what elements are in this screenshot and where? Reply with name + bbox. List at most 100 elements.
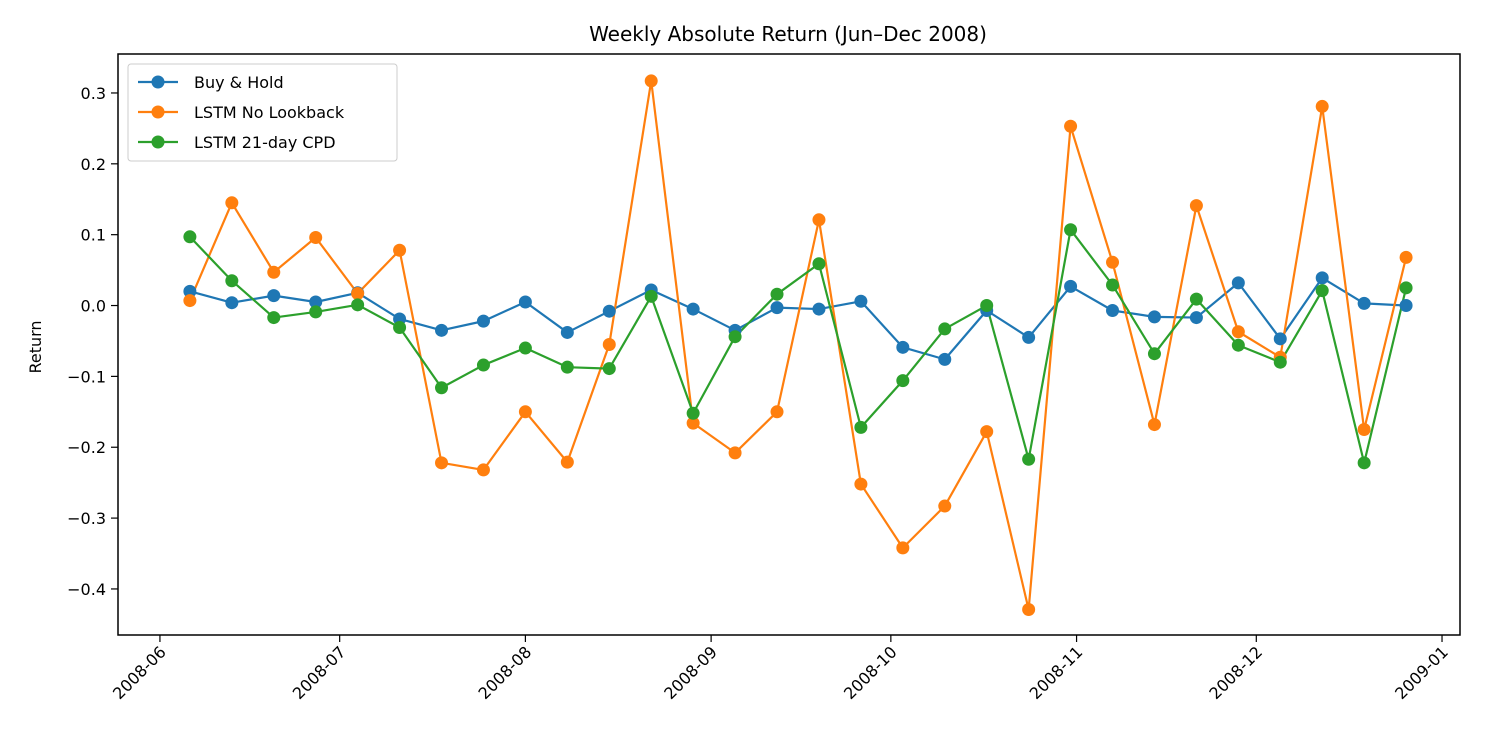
data-point — [896, 340, 910, 354]
y-axis: 0.3 0.2 0.1 0.0 −0.1 −0.2 −0.3 −0.4 — [67, 84, 118, 599]
data-point — [812, 257, 826, 271]
chart-title: Weekly Absolute Return (Jun–Dec 2008) — [589, 22, 987, 46]
data-point — [183, 284, 197, 298]
y-tick-label: 0.3 — [81, 84, 106, 103]
data-point — [560, 360, 574, 374]
data-point — [560, 325, 574, 339]
data-point — [644, 289, 658, 303]
data-point — [602, 362, 616, 376]
legend-swatch-marker — [151, 75, 165, 89]
data-point — [1147, 418, 1161, 432]
data-point — [1106, 278, 1120, 292]
data-point — [1273, 355, 1287, 369]
data-point — [896, 541, 910, 555]
data-point — [267, 289, 281, 303]
x-tick-label: 2008-11 — [1026, 642, 1087, 703]
data-point — [770, 287, 784, 301]
x-tick-label: 2009-01 — [1391, 642, 1452, 703]
data-point — [686, 416, 700, 430]
data-point — [770, 301, 784, 315]
legend-box — [127, 63, 398, 162]
data-point — [602, 304, 616, 318]
data-point — [1357, 456, 1371, 470]
data-point — [1064, 223, 1078, 237]
y-tick-label: 0.2 — [81, 155, 106, 174]
x-tick-label: 2008-08 — [475, 642, 536, 703]
legend: Buy & Hold LSTM No Lookback LSTM 21-day CP… — [127, 63, 398, 162]
data-point — [1022, 330, 1036, 344]
y-tick-label: −0.2 — [67, 438, 106, 457]
y-axis-label: Return — [26, 320, 45, 373]
data-point — [854, 420, 868, 434]
data-point — [644, 74, 658, 88]
y-tick-label: −0.1 — [67, 367, 106, 386]
data-point — [1189, 199, 1203, 213]
data-point — [770, 405, 784, 419]
data-point — [938, 322, 952, 336]
data-point — [1315, 99, 1329, 113]
data-point — [1231, 325, 1245, 339]
data-point — [351, 286, 365, 300]
series-line — [188, 79, 1408, 611]
data-point — [518, 405, 532, 419]
x-tick-label: 2008-06 — [109, 642, 170, 703]
data-point — [351, 298, 365, 312]
data-point — [435, 456, 449, 470]
data-point — [225, 274, 239, 288]
data-point — [686, 302, 700, 316]
data-point — [560, 455, 574, 469]
data-point — [1147, 310, 1161, 324]
data-point — [812, 302, 826, 316]
x-tick-label: 2008-12 — [1205, 642, 1266, 703]
data-point — [728, 330, 742, 344]
data-point — [225, 296, 239, 310]
data-point — [267, 265, 281, 279]
data-point — [1106, 303, 1120, 317]
data-point — [1064, 119, 1078, 133]
data-point — [183, 294, 197, 308]
data-point — [980, 299, 994, 313]
data-point — [1064, 279, 1078, 293]
data-point — [435, 381, 449, 395]
data-point — [812, 213, 826, 227]
data-point — [476, 314, 490, 328]
y-tick-label: −0.4 — [67, 580, 106, 599]
y-tick-label: −0.3 — [67, 509, 106, 528]
data-point — [1399, 299, 1413, 313]
x-tick-label: 2008-07 — [289, 642, 350, 703]
data-point — [1357, 296, 1371, 310]
data-point — [1022, 602, 1036, 616]
data-point — [1399, 250, 1413, 264]
data-point — [435, 323, 449, 337]
x-tick-label: 2008-09 — [660, 642, 721, 703]
data-point — [518, 341, 532, 355]
data-point — [518, 295, 532, 309]
legend-label: Buy & Hold — [194, 73, 284, 92]
series-line — [189, 228, 1408, 464]
data-point — [854, 294, 868, 308]
series-line — [189, 276, 1407, 361]
y-tick-label: 0.0 — [81, 297, 106, 316]
data-point — [393, 320, 407, 334]
x-axis: 2008-06 2008-07 2008-08 2008-09 2008-10 2008-… — [109, 635, 1452, 703]
data-point — [476, 358, 490, 372]
data-point — [602, 338, 616, 351]
data-point — [1273, 332, 1287, 346]
data-point — [393, 243, 407, 257]
data-point — [1106, 255, 1120, 269]
legend-swatch-marker — [151, 135, 165, 149]
data-point — [1189, 311, 1203, 325]
data-point — [1315, 271, 1329, 285]
data-point — [854, 477, 868, 491]
data-point — [1399, 281, 1413, 295]
data-point — [309, 295, 323, 309]
data-point — [309, 305, 323, 319]
data-point — [938, 499, 952, 513]
y-tick-label: 0.1 — [81, 226, 106, 245]
data-point — [686, 406, 700, 420]
legend-label: LSTM No Lookback — [194, 103, 345, 122]
plot-content — [183, 74, 1413, 616]
data-point — [1231, 276, 1245, 290]
data-point — [728, 446, 742, 460]
